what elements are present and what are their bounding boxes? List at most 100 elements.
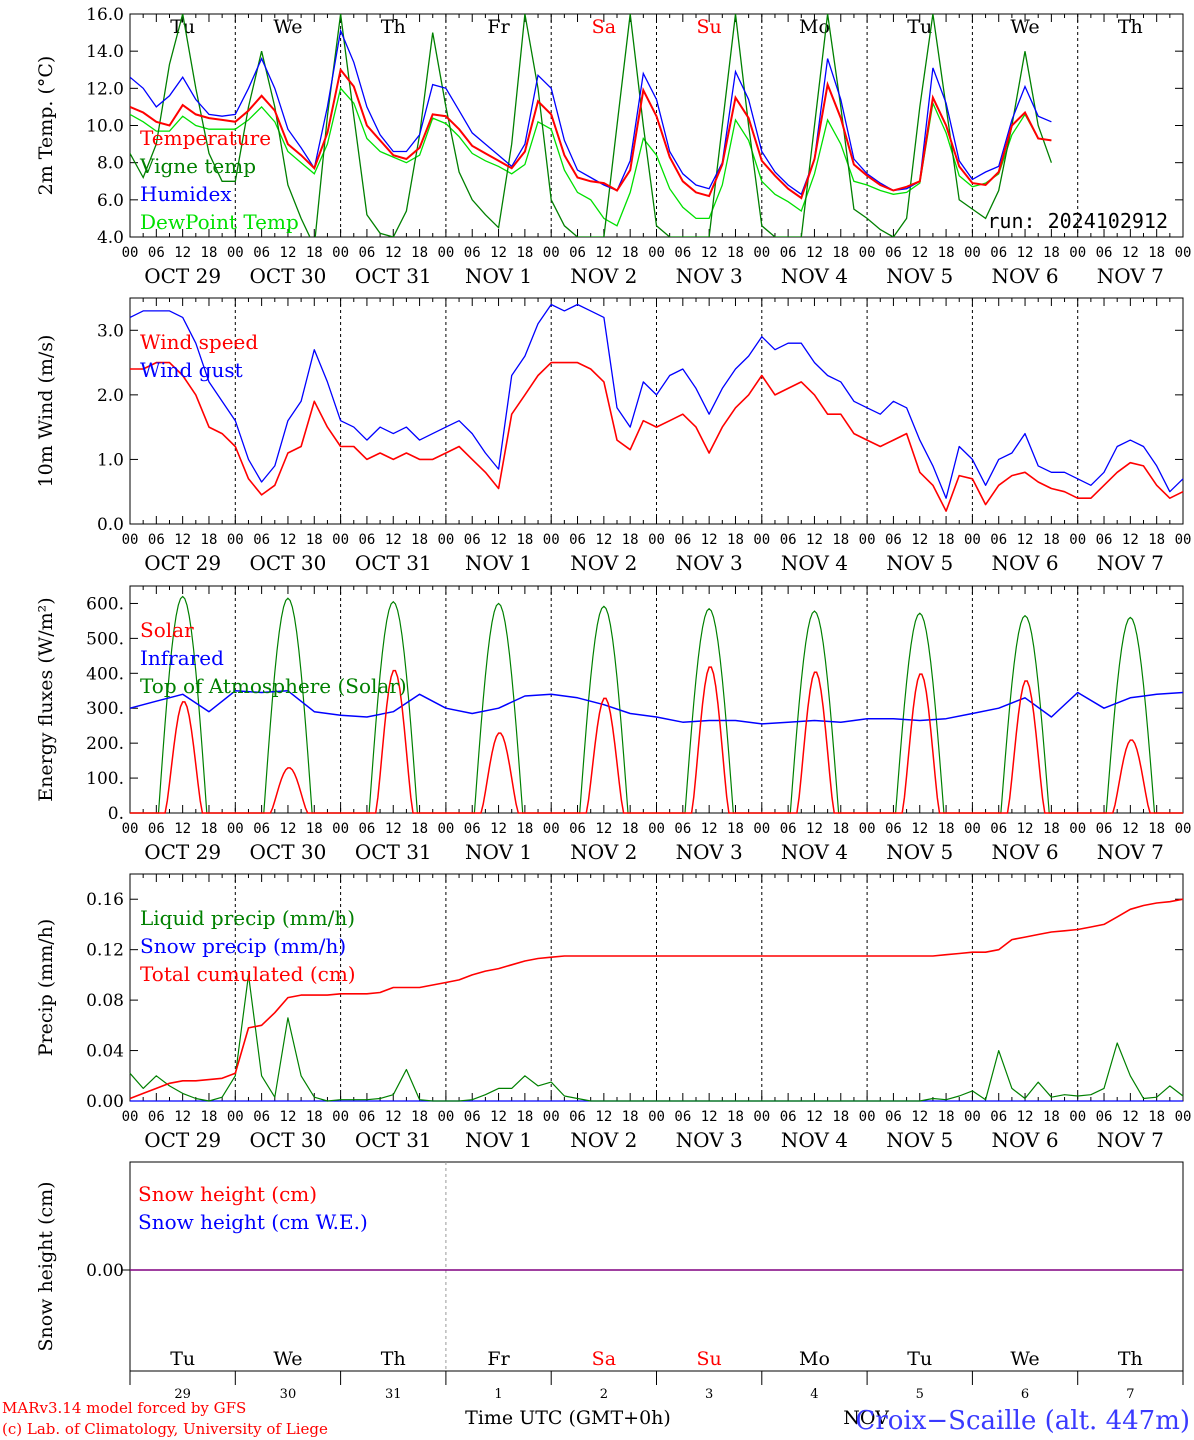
hour-tick-label: 00 (753, 1109, 770, 1125)
legend-entry-snow-height-cm-w-e-: Snow height (cm W.E.) (138, 1210, 368, 1234)
date-label: OCT 29 (144, 264, 221, 288)
hour-tick-label: 00 (227, 1109, 244, 1125)
y-tick-label: 3.0 (97, 321, 124, 341)
hour-tick-label: 12 (385, 532, 402, 548)
date-label: NOV 7 (1097, 1128, 1164, 1152)
hour-tick-label: 00 (1069, 821, 1086, 837)
hour-tick-label: 12 (911, 532, 928, 548)
hour-tick-label: 18 (201, 532, 218, 548)
hour-tick-label: 06 (148, 1109, 165, 1125)
hour-tick-label: 06 (253, 1109, 270, 1125)
hour-tick-label: 06 (358, 1109, 375, 1125)
hour-tick-label: 12 (595, 532, 612, 548)
hour-tick-label: 18 (1043, 245, 1060, 261)
hour-tick-label: 12 (174, 1109, 191, 1125)
hour-tick-label: 06 (569, 532, 586, 548)
date-label: NOV 3 (676, 840, 743, 864)
hour-tick-label: 06 (464, 1109, 481, 1125)
hour-tick-label: 00 (753, 821, 770, 837)
date-label: NOV 4 (781, 264, 848, 288)
hour-tick-label: 12 (806, 1109, 823, 1125)
weekday-label: Tu (907, 1348, 932, 1370)
y-tick-label: 1.0 (97, 450, 124, 470)
date-label: NOV 3 (676, 1128, 743, 1152)
y-tick-label: 4.0 (97, 228, 124, 248)
series-temperature (130, 67, 1052, 200)
hour-tick-label: 00 (964, 821, 981, 837)
hour-tick-label: 12 (490, 821, 507, 837)
hour-tick-label: 12 (1017, 1109, 1034, 1125)
y-tick-label: 8.0 (97, 154, 124, 174)
hour-tick-label: 00 (859, 532, 876, 548)
date-label: OCT 30 (250, 264, 327, 288)
hour-tick-label: 00 (859, 245, 876, 261)
weekday-label: Th (1118, 16, 1143, 38)
hour-tick-label: 12 (174, 245, 191, 261)
hour-tick-label: 00 (648, 245, 665, 261)
date-label: OCT 31 (355, 551, 432, 575)
hour-tick-label: 18 (1043, 532, 1060, 548)
weekday-label: Sa (592, 16, 616, 38)
weekday-label: Th (1118, 1348, 1143, 1370)
hour-tick-label: 18 (201, 821, 218, 837)
weekday-label: We (273, 1348, 302, 1370)
date-label: NOV 6 (992, 840, 1059, 864)
hour-tick-label: 18 (727, 821, 744, 837)
hour-tick-label: 00 (648, 1109, 665, 1125)
hour-tick-label: 00 (753, 245, 770, 261)
hour-tick-label: 00 (964, 245, 981, 261)
hour-tick-label: 12 (280, 532, 297, 548)
hour-tick-label: 06 (253, 245, 270, 261)
day-number-label: 1 (494, 1387, 502, 1402)
hour-tick-label: 18 (201, 1109, 218, 1125)
hour-tick-label: 00 (332, 821, 349, 837)
hour-tick-label: 12 (1122, 245, 1139, 261)
hour-tick-label: 12 (911, 821, 928, 837)
hour-tick-label: 06 (148, 821, 165, 837)
weekday-label: Mo (799, 1348, 830, 1370)
weekday-label: Su (697, 16, 722, 38)
hour-tick-label: 18 (622, 1109, 639, 1125)
series-humidex (130, 28, 1052, 196)
date-label: NOV 6 (992, 1128, 1059, 1152)
day-number-label: 5 (916, 1387, 924, 1402)
hour-tick-label: 12 (806, 821, 823, 837)
hour-tick-label: 12 (174, 821, 191, 837)
y-axis-label: Precip (mm/h) (35, 919, 57, 1057)
day-number-label: 4 (810, 1387, 818, 1402)
hour-tick-label: 00 (332, 532, 349, 548)
hour-tick-label: 18 (516, 532, 533, 548)
hour-tick-label: 06 (990, 1109, 1007, 1125)
date-label: NOV 7 (1097, 264, 1164, 288)
hour-tick-label: 06 (358, 245, 375, 261)
hour-tick-label: 00 (964, 1109, 981, 1125)
station-name: Croix−Scaille (alt. 447m) (855, 1406, 1190, 1436)
date-label: NOV 4 (781, 551, 848, 575)
day-number-label: 29 (174, 1387, 191, 1402)
hour-tick-label: 00 (1175, 1109, 1192, 1125)
date-label: NOV 5 (886, 1128, 953, 1152)
date-label: NOV 2 (570, 1128, 637, 1152)
hour-tick-label: 06 (569, 245, 586, 261)
legend-entry-humidex: Humidex (140, 182, 232, 206)
y-tick-label: 2.0 (97, 386, 124, 406)
date-label: NOV 2 (570, 840, 637, 864)
month-label: NOV (843, 1407, 889, 1429)
legend-entry-dewpoint-temp: DewPoint Temp (140, 210, 299, 234)
weekday-label: Tu (907, 16, 932, 38)
panel-0-frame (129, 13, 1184, 238)
weekday-label: Fr (487, 16, 510, 38)
hour-tick-label: 00 (227, 821, 244, 837)
hour-tick-label: 06 (885, 821, 902, 837)
hour-tick-label: 18 (306, 245, 323, 261)
hour-tick-label: 12 (701, 821, 718, 837)
hour-tick-label: 18 (411, 1109, 428, 1125)
date-label: NOV 3 (676, 264, 743, 288)
y-tick-label: 6.0 (97, 191, 124, 211)
date-label: OCT 30 (250, 840, 327, 864)
hour-tick-label: 00 (227, 532, 244, 548)
hour-tick-label: 00 (122, 1109, 139, 1125)
hour-tick-label: 00 (227, 245, 244, 261)
y-tick-label: 0. (108, 804, 124, 824)
